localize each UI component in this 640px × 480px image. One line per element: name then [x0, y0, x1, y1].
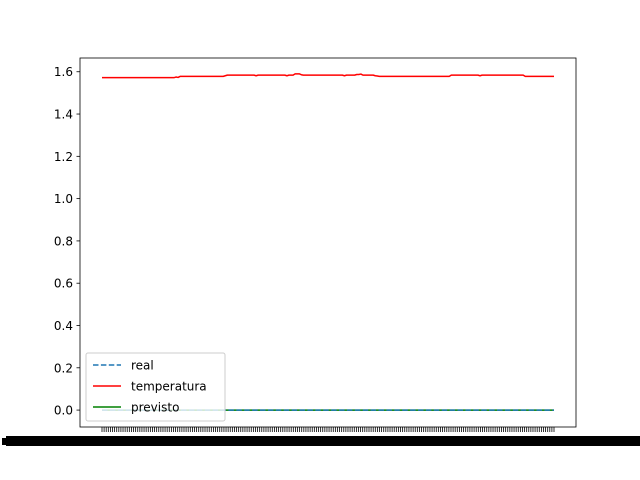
x-axis — [2, 427, 640, 446]
y-tick-label: 1.6 — [54, 65, 73, 79]
y-tick-label: 0.6 — [54, 277, 73, 291]
y-tick-label: 1.0 — [54, 192, 73, 206]
legend: real temperatura previsto — [85, 352, 226, 422]
series-line-temperatura — [102, 73, 554, 79]
y-tick-label: 0.4 — [54, 319, 73, 333]
plot-frame — [79, 57, 577, 428]
y-tick-label: 0.8 — [54, 234, 73, 248]
y-tick-label: 1.4 — [54, 108, 73, 122]
y-tick-label: 0.0 — [54, 404, 73, 418]
legend-label-previsto: previsto — [131, 401, 179, 415]
y-tick-label: 0.2 — [54, 361, 73, 375]
y-axis: 0.0 0.2 0.4 0.6 0.8 1.0 1.2 1.4 1.6 — [54, 65, 80, 418]
y-tick-label: 1.2 — [54, 150, 73, 164]
legend-label-temperatura: temperatura — [131, 380, 207, 394]
legend-label-real: real — [131, 359, 154, 373]
x-tick-label-band — [6, 436, 640, 446]
x-tick-label-band-edge — [2, 438, 6, 445]
legend-box — [85, 352, 226, 422]
